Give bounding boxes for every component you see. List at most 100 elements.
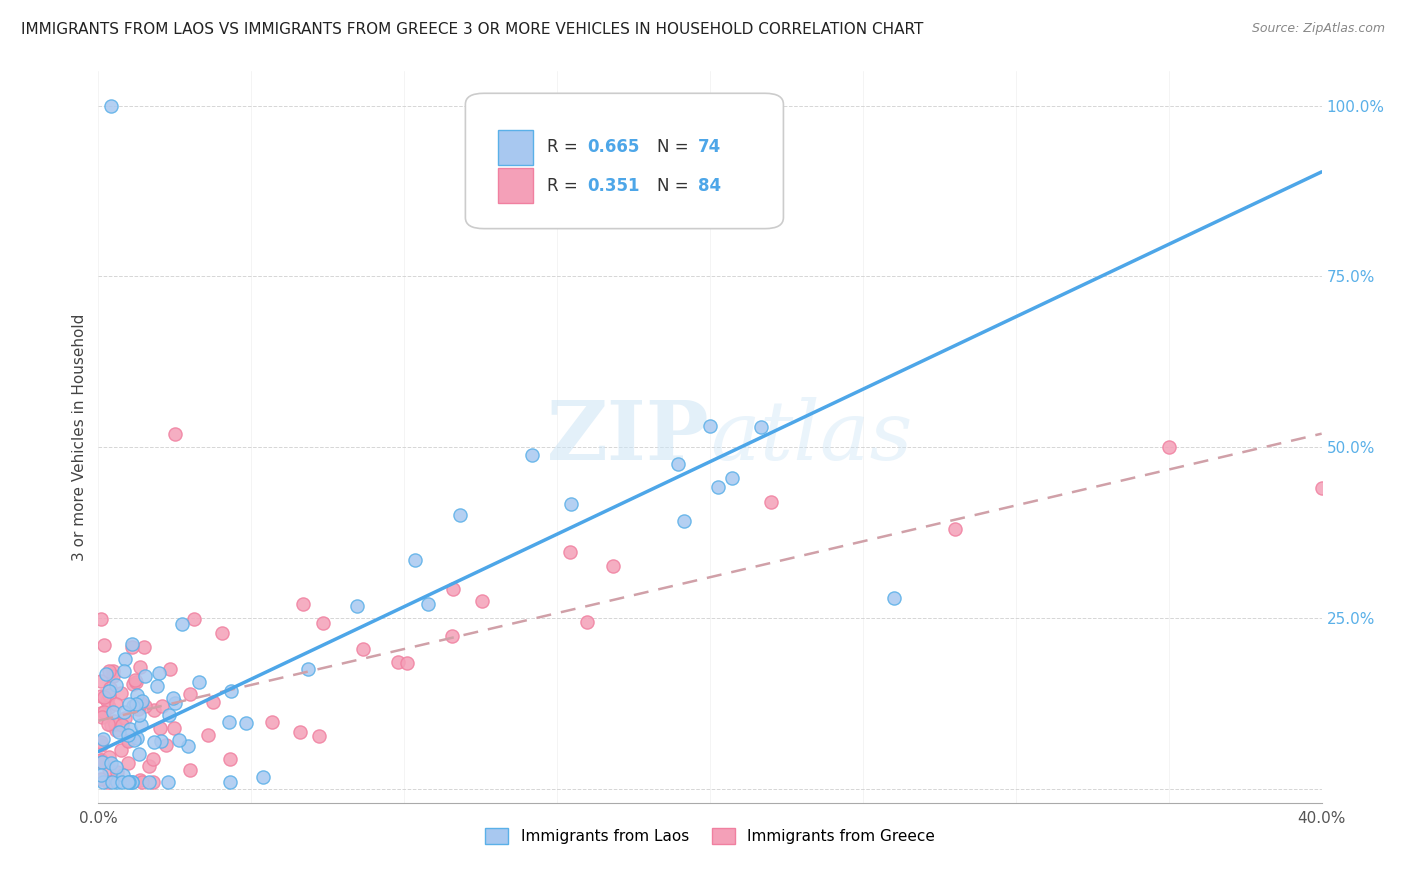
Point <box>560 497 582 511</box>
Point <box>163 426 186 441</box>
Point <box>111 717 134 731</box>
Point <box>297 661 319 675</box>
Point <box>157 775 180 789</box>
Point <box>101 669 124 683</box>
Point <box>120 722 142 736</box>
Point <box>114 652 136 666</box>
Point <box>101 706 124 720</box>
Point <box>155 738 177 752</box>
Point <box>129 660 152 674</box>
Point <box>104 723 127 738</box>
Point <box>103 714 125 728</box>
Point <box>96 694 118 708</box>
Point <box>576 615 599 629</box>
Point <box>218 714 240 729</box>
Text: IMMIGRANTS FROM LAOS VS IMMIGRANTS FROM GREECE 3 OR MORE VEHICLES IN HOUSEHOLD C: IMMIGRANTS FROM LAOS VS IMMIGRANTS FROM … <box>21 22 924 37</box>
Point <box>163 721 186 735</box>
Point <box>211 626 233 640</box>
Point <box>235 715 257 730</box>
Point <box>352 642 374 657</box>
Point <box>112 664 135 678</box>
Point <box>90 689 112 703</box>
Point <box>252 770 274 784</box>
Point <box>90 772 112 786</box>
Point <box>108 725 131 739</box>
Point <box>131 694 153 708</box>
Point <box>197 728 219 742</box>
Point <box>121 637 143 651</box>
Point <box>98 681 121 695</box>
Text: atlas: atlas <box>710 397 912 477</box>
Text: N =: N = <box>658 177 695 195</box>
Point <box>159 662 181 676</box>
Point <box>100 756 122 771</box>
Point <box>111 775 134 789</box>
Point <box>142 735 165 749</box>
Point <box>179 763 201 777</box>
Point <box>150 734 173 748</box>
Point <box>104 697 127 711</box>
Point <box>1310 481 1333 495</box>
Point <box>124 673 146 688</box>
Point <box>93 706 115 720</box>
Point <box>97 717 120 731</box>
Point <box>98 684 121 698</box>
Point <box>125 731 148 746</box>
Text: N =: N = <box>658 138 695 156</box>
Point <box>666 457 689 471</box>
Text: 74: 74 <box>697 138 721 156</box>
Point <box>97 664 120 678</box>
Point <box>187 675 209 690</box>
Point <box>125 688 148 702</box>
Point <box>90 755 112 769</box>
Point <box>134 698 156 713</box>
Point <box>90 754 112 768</box>
Point <box>396 656 419 670</box>
Point <box>98 699 121 714</box>
Point <box>129 773 152 788</box>
Text: ZIP: ZIP <box>547 397 710 477</box>
Point <box>163 696 186 710</box>
Point <box>112 768 135 782</box>
Point <box>142 752 165 766</box>
Point <box>127 702 149 716</box>
Point <box>128 747 150 762</box>
Point <box>148 665 170 680</box>
Point <box>93 638 115 652</box>
Point <box>91 709 114 723</box>
Point <box>157 707 180 722</box>
Point <box>100 98 122 112</box>
Point <box>124 697 146 711</box>
Point <box>117 734 139 748</box>
Text: 0.351: 0.351 <box>588 177 640 195</box>
Point <box>117 728 139 742</box>
Point <box>100 718 122 732</box>
Point <box>101 665 124 679</box>
Point <box>117 756 139 771</box>
Point <box>117 697 139 711</box>
Point <box>262 715 284 730</box>
Point <box>90 767 112 781</box>
Point <box>122 699 145 714</box>
Point <box>183 612 205 626</box>
Point <box>387 655 409 669</box>
Point <box>90 612 112 626</box>
Point <box>90 735 112 749</box>
Point <box>93 690 115 704</box>
Point <box>97 762 120 776</box>
Point <box>404 553 426 567</box>
Bar <box>498 130 533 165</box>
Text: Source: ZipAtlas.com: Source: ZipAtlas.com <box>1251 22 1385 36</box>
Point <box>416 597 439 611</box>
Point <box>138 775 160 789</box>
Point <box>471 594 494 608</box>
Point <box>219 775 242 789</box>
Point <box>129 697 152 711</box>
Point <box>288 725 311 739</box>
Point <box>699 418 721 433</box>
Point <box>97 775 120 789</box>
Point <box>450 508 472 522</box>
Text: 84: 84 <box>697 177 721 195</box>
Point <box>759 495 782 509</box>
Point <box>121 775 143 789</box>
